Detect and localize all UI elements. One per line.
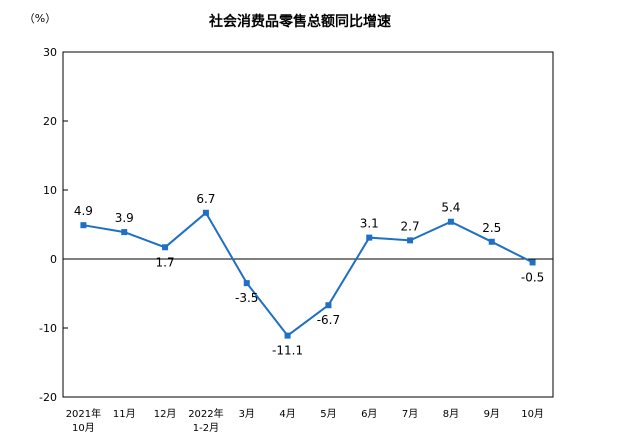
x-axis: 2021年 10月 11月 12月 2022年 1-2月 3月 4月 5月 6月 7月 8月 9月 10月 [66, 407, 544, 434]
data-point [366, 234, 373, 241]
x-tick-label: 10月 [72, 422, 95, 434]
data-point [447, 218, 454, 225]
x-tick-label: 8月 [443, 408, 459, 420]
data-label: 2.5 [482, 221, 501, 235]
data-point [121, 229, 128, 236]
data-label: -3.5 [235, 291, 258, 305]
data-label: 3.9 [115, 211, 134, 225]
y-tick-label: -10 [39, 322, 57, 335]
data-labels: 4.9 3.9 1.7 6.7 -3.5 -11.1 -6.7 3.1 2.7 5.4 2.5 -0.… [74, 192, 544, 358]
y-axis: 30 20 10 0 -10 -20 [39, 46, 68, 404]
y-tick-label: -20 [39, 391, 57, 404]
data-label: 5.4 [441, 201, 460, 215]
data-label: 6.7 [196, 192, 215, 206]
data-point [529, 259, 536, 266]
data-label: 2.7 [401, 219, 420, 233]
chart-title: 社会消费品零售总额同比增速 [208, 13, 391, 30]
y-tick-label: 30 [43, 46, 57, 59]
x-tick-label: 2022年 [188, 407, 223, 420]
data-point [284, 332, 291, 339]
x-tick-label: 4月 [279, 408, 295, 420]
x-tick-label: 11月 [113, 408, 136, 420]
x-tick-label: 6月 [361, 408, 377, 420]
x-tick-label: 1-2月 [193, 422, 219, 434]
data-point [488, 238, 495, 245]
y-unit-label: （%） [24, 12, 56, 25]
x-tick-label: 3月 [239, 408, 255, 420]
data-label: 4.9 [74, 204, 93, 218]
x-tick-label: 7月 [402, 408, 418, 420]
x-tick-label: 12月 [154, 408, 177, 420]
plot-area-frame [62, 51, 554, 398]
data-label: 1.7 [156, 255, 175, 269]
series-line [83, 211, 534, 337]
y-tick-label: 0 [50, 253, 57, 266]
data-label: 3.1 [360, 217, 379, 231]
data-point [243, 280, 250, 287]
data-label: -11.1 [272, 344, 303, 358]
x-tick-label: 9月 [484, 408, 500, 420]
data-point [325, 302, 332, 309]
y-tick-label: 20 [43, 115, 57, 128]
data-points [80, 209, 536, 339]
x-tick-label: 5月 [320, 408, 336, 420]
x-tick-label: 2021年 [66, 407, 101, 420]
data-label: -6.7 [317, 313, 340, 327]
data-point [202, 209, 209, 216]
data-label: -0.5 [521, 270, 544, 284]
data-point [162, 244, 169, 251]
data-point [407, 237, 414, 244]
x-tick-label: 10月 [521, 408, 544, 420]
data-point [80, 222, 87, 229]
y-tick-label: 10 [43, 184, 57, 197]
